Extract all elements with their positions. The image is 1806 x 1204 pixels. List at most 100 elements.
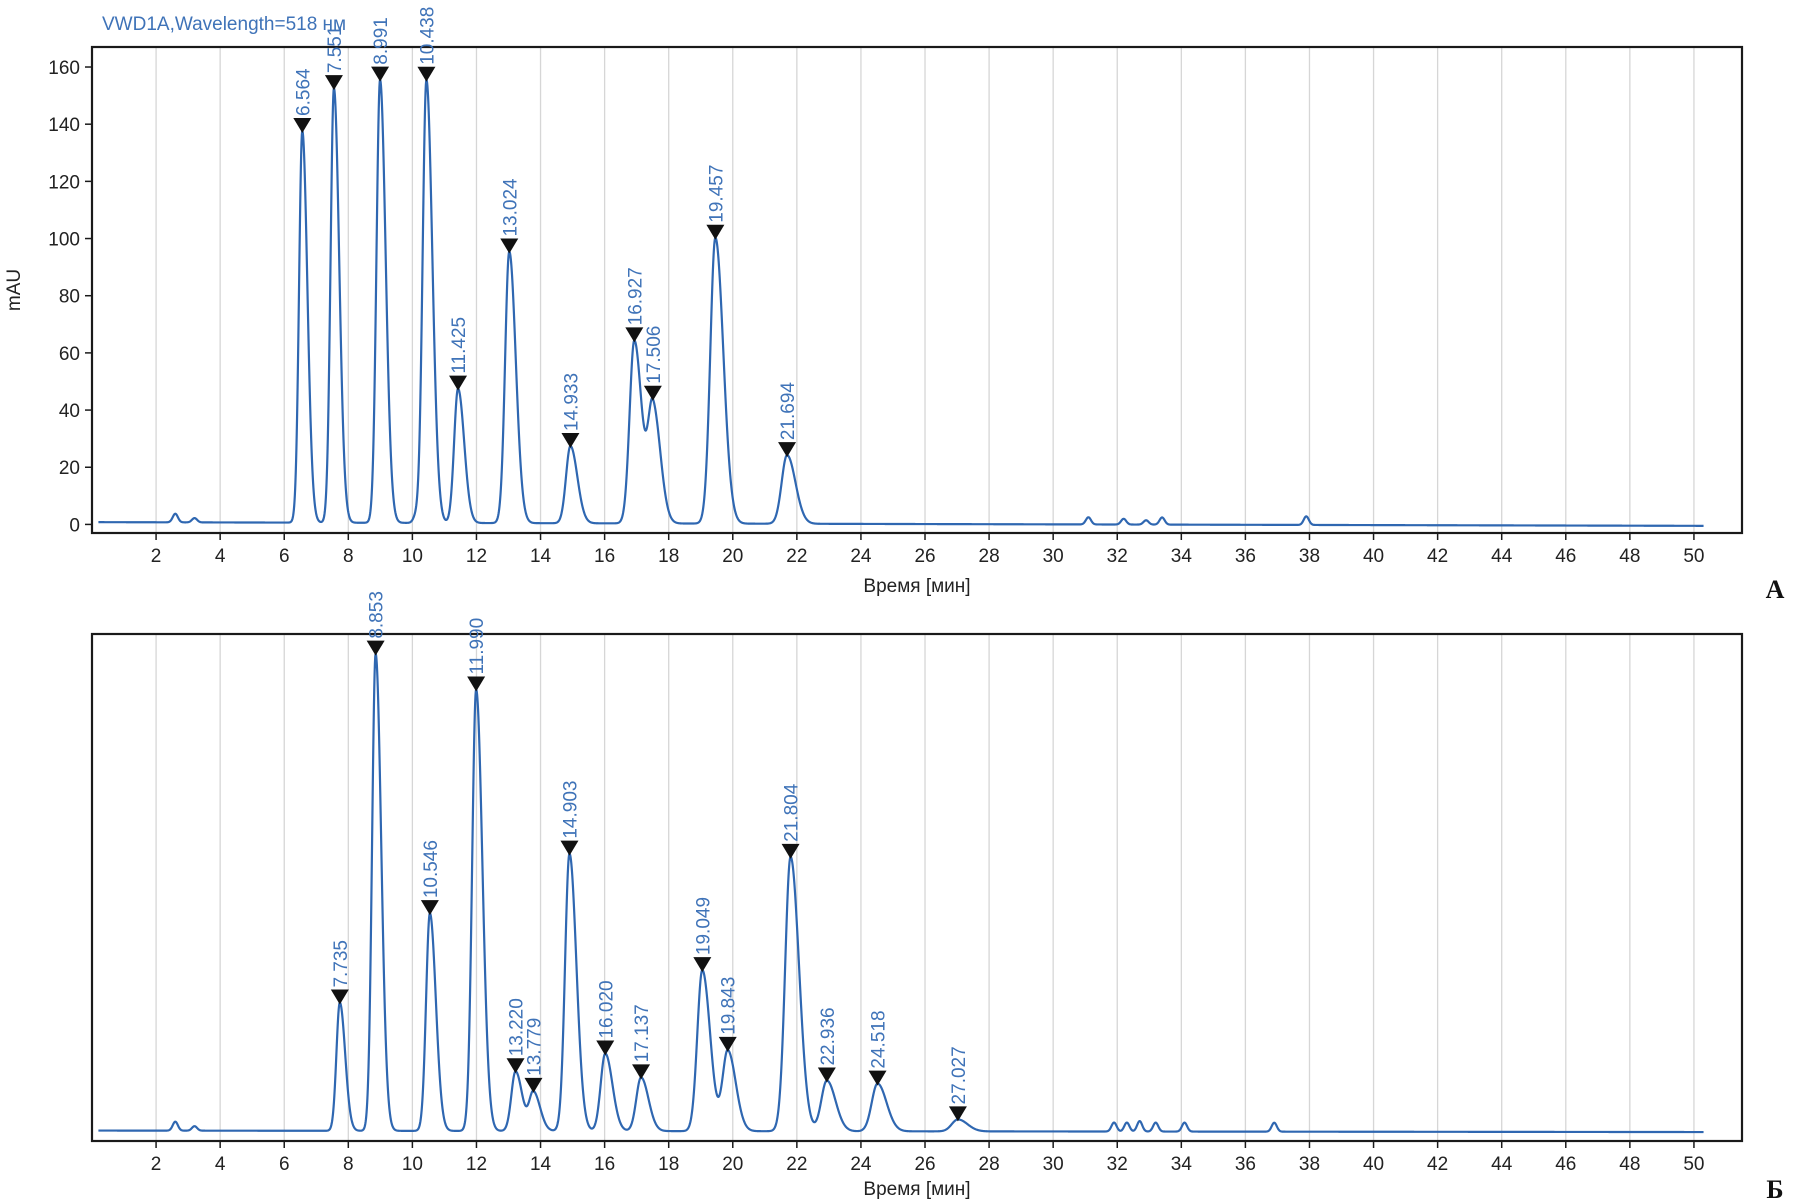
- peak-label: 11.990: [467, 618, 488, 675]
- peak-label: 17.506: [644, 326, 665, 384]
- x-tick-label: 18: [658, 546, 679, 567]
- x-axis-title: Время [мин]: [863, 576, 970, 597]
- peak-label: 19.843: [719, 977, 740, 1035]
- x-tick-label: 40: [1363, 546, 1384, 567]
- panel-letter: Б: [1766, 1175, 1783, 1204]
- peak-label: 13.779: [524, 1018, 545, 1076]
- y-tick-label: 20: [59, 458, 80, 479]
- x-tick-label: 8: [343, 1154, 354, 1175]
- x-tick-label: 4: [215, 546, 226, 567]
- x-tick-label: 34: [1171, 1154, 1193, 1175]
- x-tick-label: 34: [1171, 546, 1193, 567]
- x-tick-label: 32: [1107, 1154, 1128, 1175]
- x-tick-label: 18: [658, 1154, 679, 1175]
- y-tick-label: 60: [59, 344, 80, 365]
- x-tick-label: 26: [914, 546, 935, 567]
- x-tick-label: 12: [466, 1154, 487, 1175]
- x-tick-label: 28: [979, 546, 1000, 567]
- peak-marker: [420, 900, 439, 916]
- peak-label: 17.137: [632, 1004, 653, 1062]
- x-axis-title: Время [мин]: [863, 1179, 970, 1200]
- x-tick-label: 42: [1427, 546, 1448, 567]
- peak-marker: [778, 442, 797, 458]
- plot-frame: [90, 632, 1744, 1143]
- peak-label: 14.903: [560, 781, 581, 839]
- x-tick-label: 50: [1683, 546, 1704, 567]
- chromatogram-panel-b: 2 4 6 8 10 12 14 16 18 20 22 24 26 28 30 32 34 36 38 40 42 44…: [90, 591, 1784, 1204]
- peak-label: 19.049: [693, 897, 714, 955]
- peak-marker: [643, 385, 662, 401]
- x-tick-label: 48: [1619, 546, 1640, 567]
- x-tick-label: 10: [402, 546, 423, 567]
- y-axis-title: mAU: [4, 269, 25, 311]
- peak-marker: [596, 1040, 615, 1056]
- x-tick-label: 36: [1235, 1154, 1256, 1175]
- peak-marker: [948, 1106, 967, 1122]
- peak-label: 22.936: [818, 1007, 839, 1065]
- x-tick-label: 42: [1427, 1154, 1448, 1175]
- panel-letter: А: [1766, 575, 1785, 604]
- y-tick-label: 160: [48, 58, 80, 79]
- peak-label: 13.024: [500, 178, 521, 237]
- x-tick-label: 2: [151, 546, 162, 567]
- plot-frame: [90, 45, 1744, 535]
- peak-marker: [506, 1058, 525, 1074]
- y-tick-label: 120: [48, 172, 80, 193]
- chromatogram-panel-a: 2 4 6 8 10 12 14 16 18 20 22 24 26 28 30 32 34 36 38 40 42 44…: [4, 7, 1785, 604]
- peak-marker: [524, 1077, 543, 1093]
- x-tick-label: 26: [914, 1154, 935, 1175]
- x-tick-label: 22: [786, 546, 807, 567]
- x-tick-label: 20: [722, 546, 743, 567]
- x-tick-label: 8: [343, 546, 354, 567]
- peak-marker: [366, 640, 385, 656]
- chromatogram-trace: [97, 652, 1705, 1134]
- chart-title: VWD1A,Wavelength=518 нм: [102, 14, 346, 35]
- y-tick-label: 80: [59, 287, 80, 308]
- y-tick-label: 100: [48, 230, 80, 251]
- peak-marker: [632, 1064, 651, 1080]
- x-tick-label: 4: [215, 1154, 226, 1175]
- peak-label: 10.438: [417, 7, 438, 65]
- peak-marker: [817, 1067, 836, 1083]
- peak-marker: [693, 957, 712, 973]
- x-tick-label: 46: [1555, 1154, 1576, 1175]
- peak-marker: [449, 375, 468, 391]
- peak-marker: [868, 1070, 887, 1086]
- x-tick-label: 6: [279, 1154, 290, 1175]
- x-tick-label: 16: [594, 546, 615, 567]
- peak-marker: [324, 75, 343, 91]
- x-tick-label: 12: [466, 546, 487, 567]
- peak-marker: [371, 66, 390, 82]
- x-tick-label: 50: [1683, 1154, 1704, 1175]
- peak-label: 14.933: [561, 373, 582, 431]
- x-tick-label: 46: [1555, 546, 1576, 567]
- x-tick-label: 14: [530, 1154, 552, 1175]
- x-tick-label: 16: [594, 1154, 615, 1175]
- x-tick-label: 24: [850, 546, 872, 567]
- peak-label: 6.564: [293, 68, 314, 116]
- peak-label: 10.546: [421, 840, 442, 898]
- y-tick-label: 140: [48, 115, 80, 136]
- x-tick-label: 38: [1299, 1154, 1320, 1175]
- peak-marker: [706, 224, 725, 240]
- x-tick-label: 40: [1363, 1154, 1384, 1175]
- peak-label: 27.027: [949, 1046, 970, 1104]
- y-tick-label: 0: [69, 515, 80, 536]
- x-tick-label: 6: [279, 546, 290, 567]
- peak-marker: [560, 840, 579, 856]
- peak-label: 19.457: [706, 165, 727, 223]
- peak-label: 8.991: [371, 17, 392, 65]
- x-tick-label: 24: [850, 1154, 872, 1175]
- x-tick-label: 2: [151, 1154, 162, 1175]
- x-tick-label: 32: [1107, 546, 1128, 567]
- peak-label: 7.735: [331, 940, 352, 988]
- x-tick-label: 30: [1043, 546, 1064, 567]
- y-tick-label: 40: [59, 401, 80, 422]
- peak-label: 11.425: [449, 317, 470, 374]
- x-tick-label: 28: [979, 1154, 1000, 1175]
- peak-label: 16.927: [625, 267, 646, 325]
- peak-label: 21.804: [782, 783, 803, 842]
- peak-marker: [330, 989, 349, 1005]
- peak-marker: [718, 1036, 737, 1052]
